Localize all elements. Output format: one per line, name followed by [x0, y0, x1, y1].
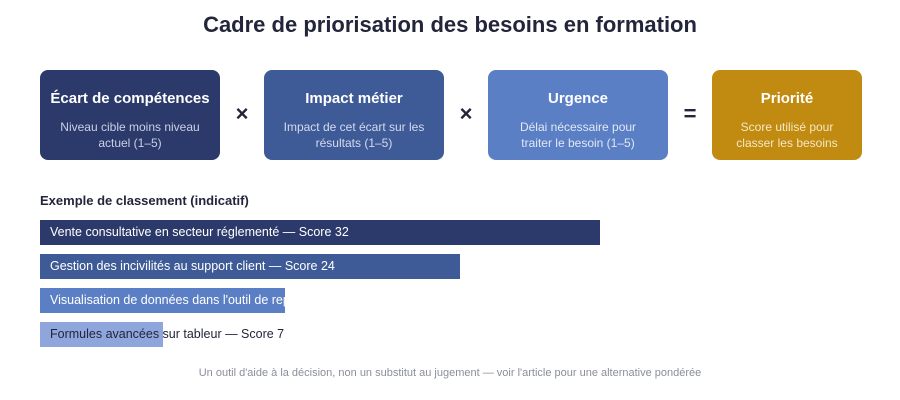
- ranking-row: Gestion des incivilités au support clien…: [40, 254, 860, 279]
- factor-box-skill-gap: Écart de compétences Niveau cible moins …: [40, 70, 220, 160]
- ranking-bar-label: Vente consultative en secteur réglementé…: [50, 225, 349, 239]
- ranking-bar: [40, 322, 163, 347]
- factor-title: Urgence: [547, 90, 609, 107]
- result-box-priority: Priorité Score utilisé pour classer les …: [712, 70, 862, 160]
- ranking-row: Formules avancées sur tableur — Score 7: [40, 322, 860, 347]
- result-description: Score utilisé pour classer les besoins: [736, 120, 838, 150]
- factor-title: Impact métier: [305, 90, 403, 107]
- ranking-bar: [40, 288, 285, 313]
- factor-description: Niveau cible moins niveau actuel (1–5): [60, 120, 200, 150]
- factor-box-business-impact: Impact métier Impact de cet écart sur le…: [264, 70, 444, 160]
- ranking-row: Visualisation de données dans l'outil de…: [40, 288, 860, 313]
- ranking-bar: [40, 254, 460, 279]
- result-title: Priorité: [760, 90, 814, 107]
- ranking-bar: [40, 220, 600, 245]
- ranking-bar-label: Formules avancées sur tableur — Score 7: [50, 327, 285, 341]
- ranking-heading: Exemple de classement (indicatif): [40, 193, 249, 208]
- equals-operator: =: [683, 101, 697, 126]
- multiply-operator: ×: [235, 101, 249, 126]
- factor-description: Impact de cet écart sur les résultats (1…: [283, 120, 425, 150]
- factor-title: Écart de compétences: [50, 90, 210, 107]
- footer-note: Un outil d'aide à la décision, non un su…: [198, 367, 702, 379]
- multiply-operator: ×: [459, 101, 473, 126]
- ranking-bar-label: Visualisation de données dans l'outil de…: [50, 293, 391, 307]
- ranking-bar-label: Gestion des incivilités au support clien…: [50, 259, 335, 273]
- diagram-title: Cadre de priorisation des besoins en for…: [203, 12, 697, 37]
- ranking-row: Vente consultative en secteur réglementé…: [40, 220, 860, 245]
- factor-description: Délai nécessaire pour traiter le besoin …: [519, 120, 637, 150]
- factor-box-urgency: Urgence Délai nécessaire pour traiter le…: [488, 70, 668, 160]
